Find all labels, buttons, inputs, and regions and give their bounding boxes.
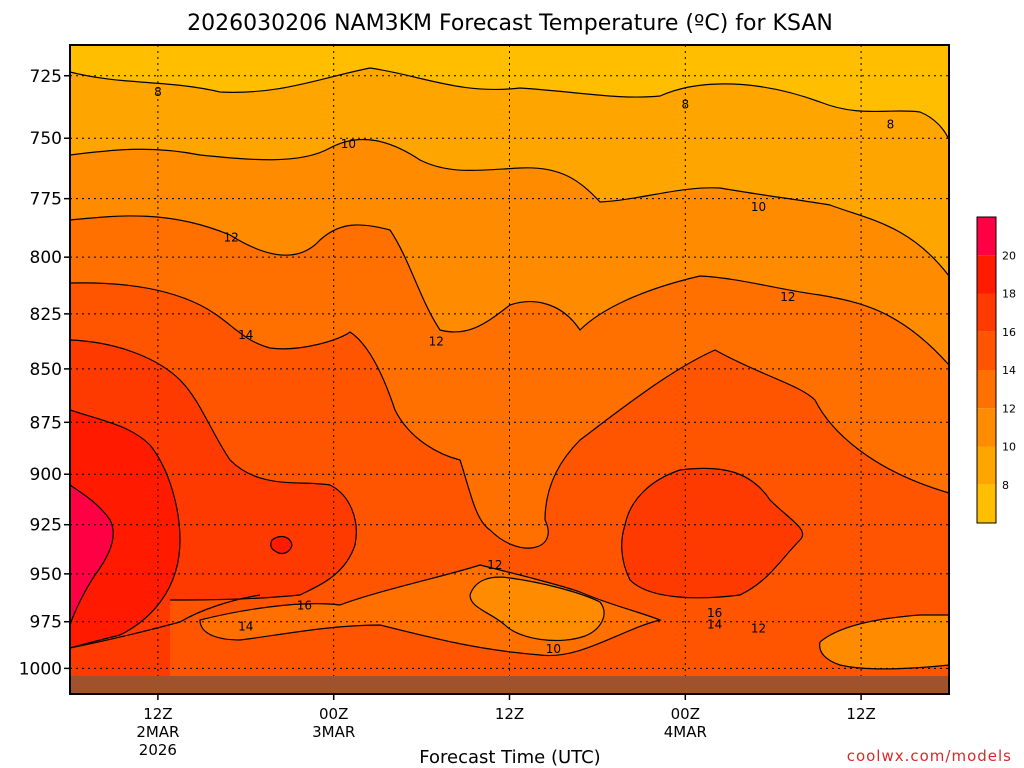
colorbar-label: 8 bbox=[1002, 479, 1009, 492]
y-tick-label: 925 bbox=[30, 516, 62, 536]
y-axis: 725 750 775 800 825 850 875 900 925 950 975 1000 bbox=[19, 67, 70, 679]
y-tick-label: 800 bbox=[30, 248, 62, 268]
colorbar-swatch bbox=[977, 217, 996, 256]
band-18-20-cell bbox=[270, 536, 292, 554]
colorbar-swatch bbox=[977, 370, 996, 409]
contour-label: 10 bbox=[751, 200, 766, 214]
x-tick-label: 2MAR bbox=[136, 723, 179, 741]
y-tick-label: 725 bbox=[30, 67, 62, 87]
colorbar-label: 16 bbox=[1002, 326, 1016, 339]
grid-lines bbox=[70, 45, 949, 694]
x-tick-label: 12Z bbox=[846, 705, 875, 723]
contour-label: 10 bbox=[341, 137, 356, 151]
contour-line-16-east bbox=[621, 467, 804, 599]
contour-label: 12 bbox=[224, 230, 239, 244]
ground-surface bbox=[70, 676, 949, 694]
contour-line-18 bbox=[70, 409, 181, 649]
colorbar-label: 12 bbox=[1002, 402, 1016, 415]
colorbar-frame bbox=[976, 216, 997, 524]
contour-label: 14 bbox=[238, 619, 253, 633]
contour-line-16 bbox=[70, 339, 357, 601]
band-16-18-east bbox=[621, 468, 803, 598]
x-tick-label: 00Z bbox=[671, 705, 700, 723]
band-above-20 bbox=[70, 485, 114, 625]
y-tick-label: 900 bbox=[30, 465, 62, 485]
contour-label: 12 bbox=[429, 334, 444, 348]
colorbar-label: 20 bbox=[1002, 249, 1016, 262]
contour-line-8 bbox=[70, 67, 949, 141]
band-18-20 bbox=[70, 410, 180, 648]
colorbar-label: 14 bbox=[1002, 364, 1016, 377]
colorbar-swatch bbox=[977, 408, 996, 447]
contour-line-10 bbox=[70, 138, 949, 277]
colorbar-swatch bbox=[977, 331, 996, 370]
x-axis-label: Forecast Time (UTC) bbox=[419, 747, 600, 768]
colorbar-label: 10 bbox=[1002, 441, 1016, 454]
colorbar: 8 10 12 14 16 18 20 bbox=[976, 216, 1016, 524]
contour-line-12-surface-east bbox=[819, 614, 949, 670]
x-tick-label: 12Z bbox=[495, 705, 524, 723]
x-tick-label: 12Z bbox=[143, 705, 172, 723]
band-10-12-surface-east bbox=[819, 615, 949, 669]
contour-label: 12 bbox=[751, 621, 766, 635]
source-credit: coolwx.com/models bbox=[847, 747, 1012, 765]
contour-line-12-surface bbox=[469, 576, 605, 642]
x-tick-label: 4MAR bbox=[664, 723, 707, 741]
contour-lines bbox=[70, 67, 949, 670]
contour-label: 12 bbox=[487, 558, 502, 572]
contour-label: 16 bbox=[297, 599, 312, 613]
contour-label: 12 bbox=[780, 290, 795, 304]
contour-line-12 bbox=[70, 215, 949, 366]
y-tick-label: 825 bbox=[30, 305, 62, 325]
y-tick-label: 775 bbox=[30, 190, 62, 210]
contour-label: 10 bbox=[546, 642, 561, 656]
chart-title: 2026030206 NAM3KM Forecast Temperature (… bbox=[187, 11, 833, 36]
y-tick-label: 1000 bbox=[19, 659, 62, 679]
contour-label: 8 bbox=[681, 98, 689, 112]
contour-label: 14 bbox=[238, 328, 253, 342]
colorbar-label: 18 bbox=[1002, 288, 1016, 301]
contour-label: 16 bbox=[707, 606, 722, 620]
colorbar-swatch bbox=[977, 255, 996, 294]
colorbar-swatch bbox=[977, 484, 996, 523]
y-tick-label: 950 bbox=[30, 565, 62, 585]
contour-label: 8 bbox=[887, 117, 895, 131]
contour-line-20 bbox=[70, 484, 114, 626]
colorbar-swatch bbox=[977, 446, 996, 485]
contour-line-14 bbox=[70, 282, 949, 549]
colorbar-swatch bbox=[977, 293, 996, 332]
y-tick-label: 850 bbox=[30, 360, 62, 380]
contour-label: 8 bbox=[154, 85, 162, 99]
contour-label: 14 bbox=[707, 618, 722, 632]
x-tick-label: 00Z bbox=[319, 705, 348, 723]
contour-line-18-cell bbox=[270, 535, 293, 555]
y-tick-label: 975 bbox=[30, 613, 62, 633]
x-tick-label: 3MAR bbox=[312, 723, 355, 741]
contour-line-14-surface bbox=[199, 564, 662, 657]
band-10-12-surface bbox=[470, 577, 605, 641]
x-tick-label: 2026 bbox=[139, 741, 177, 759]
y-tick-label: 750 bbox=[30, 129, 62, 149]
y-tick-label: 875 bbox=[30, 413, 62, 433]
